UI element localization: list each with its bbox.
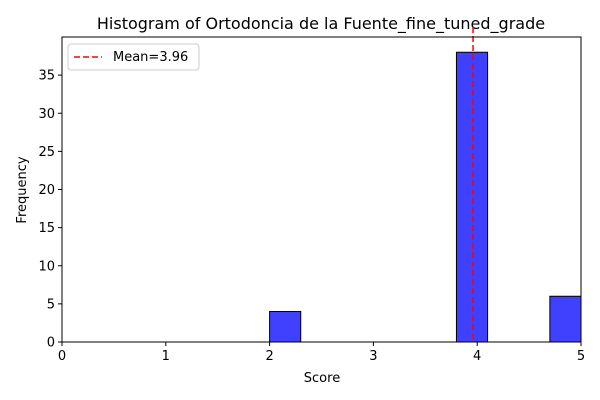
y-tick-label: 10 [38,259,55,274]
histogram-bar [269,311,302,343]
bars-group [269,51,582,343]
x-tick-label: 4 [473,349,481,364]
histogram-bar [455,51,489,343]
x-axis: 0 1 2 3 4 5 [58,342,585,364]
y-axis-label: Frequency [15,156,30,223]
legend: Mean=3.96 [67,43,200,71]
chart-title: Histogram of Ortodoncia de la Fuente_fin… [97,14,545,34]
x-tick-label: 2 [265,349,273,364]
x-tick-label: 5 [577,349,585,364]
legend-mean-label: Mean=3.96 [113,50,188,65]
legend-box [67,43,200,71]
y-tick-label: 35 [38,69,55,84]
x-tick-label: 3 [369,349,377,364]
histogram-bar [549,295,582,343]
y-tick-label: 5 [47,297,55,312]
y-tick-label: 0 [47,336,55,351]
y-tick-label: 20 [38,183,55,198]
x-tick-label: 1 [162,349,170,364]
y-tick-label: 30 [38,107,55,122]
plot-frame [61,36,582,343]
x-axis-label: Score [304,371,340,386]
y-tick-label: 15 [38,221,55,236]
x-tick-label: 0 [58,349,66,364]
y-tick-label: 25 [38,145,55,160]
y-axis: 0 5 10 15 20 25 30 35 [38,69,62,351]
